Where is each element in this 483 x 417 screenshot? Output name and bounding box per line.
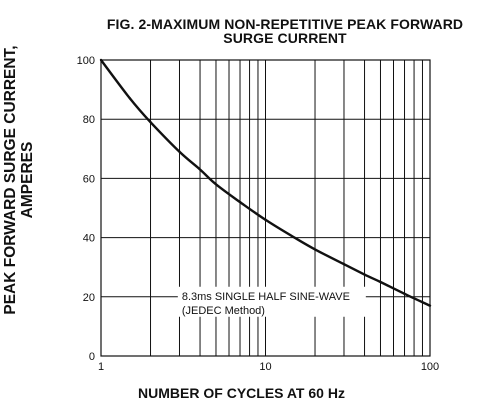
data-point — [342, 263, 346, 266]
data-point — [363, 273, 366, 276]
annotation-line-2: (JEDEC Method) — [182, 305, 265, 317]
annotation-background — [177, 286, 366, 317]
data-point — [149, 120, 152, 124]
y-tick-label: 20 — [83, 292, 95, 304]
y-tick-label: 40 — [83, 233, 95, 245]
data-point — [198, 168, 202, 171]
y-tick-label: 0 — [89, 351, 95, 363]
data-point — [128, 97, 132, 100]
x-tick-label: 10 — [259, 361, 271, 373]
plot-frame — [100, 59, 431, 357]
x-axis-label: NUMBER OF CYCLES AT 60 Hz — [138, 385, 345, 401]
annotation-line-1: 8.3ms SINGLE HALF SINE-WAVE — [182, 291, 350, 303]
y-tick-label: 100 — [77, 55, 95, 67]
data-point — [214, 183, 218, 186]
x-tick-label: 100 — [421, 361, 439, 373]
data-point — [293, 236, 296, 239]
data-point — [178, 150, 181, 153]
chart-title: FIG. 2-MAXIMUM NON-REPETITIVE PEAK FORWA… — [106, 16, 464, 32]
data-point — [238, 200, 242, 204]
x-tick-label: 1 — [98, 361, 104, 373]
data-point — [99, 58, 103, 62]
data-point — [403, 292, 406, 296]
data-point — [264, 218, 267, 222]
data-point — [428, 304, 432, 307]
data-point — [313, 248, 317, 251]
y-tick-label: 60 — [83, 173, 95, 185]
chart-subtitle: SURGE CURRENT — [223, 30, 347, 46]
data-point — [379, 280, 382, 284]
y-tick-label: 80 — [83, 114, 95, 126]
